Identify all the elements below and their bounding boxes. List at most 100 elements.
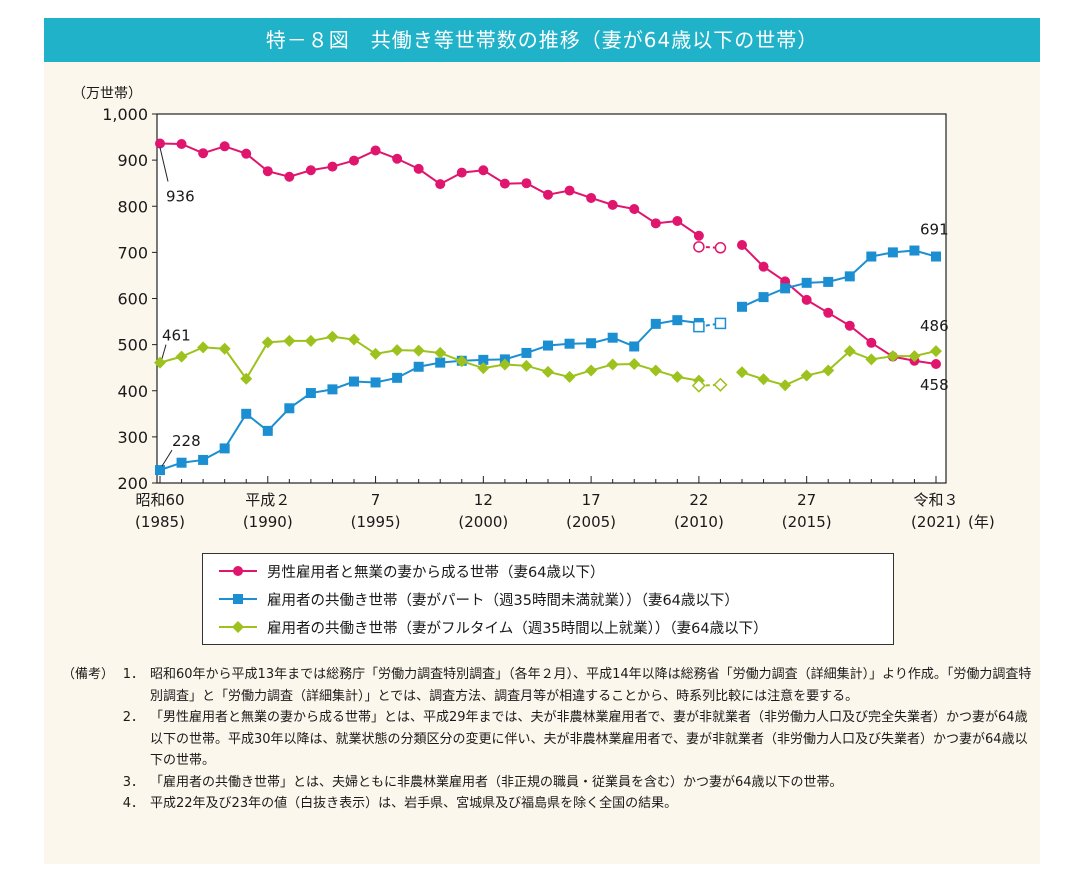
data-point-diamond xyxy=(649,364,662,377)
data-point-square xyxy=(758,292,769,303)
data-point-diamond xyxy=(606,358,619,371)
legend-item-dual-income-full-time: 雇用者の共働き世帯（妻がフルタイム（週35時間以上就業））（妻64歳以下） xyxy=(217,614,768,640)
series-line xyxy=(154,330,942,393)
data-point-diamond xyxy=(886,350,899,363)
note-number: 4． xyxy=(122,796,144,811)
y-tick-label: 300 xyxy=(117,428,148,447)
data-point-diamond xyxy=(434,346,447,359)
data-point-circle xyxy=(413,163,424,174)
series-segment xyxy=(741,244,937,365)
data-point-square xyxy=(478,354,489,365)
data-point-diamond xyxy=(283,334,296,347)
x-tick-label: 平成２ xyxy=(245,491,290,509)
data-point-square xyxy=(349,376,359,387)
legend-item-dual-income-part-time: 雇用者の共働き世帯（妻がパート（週35時間未満就業））（妻64歳以下） xyxy=(217,586,739,612)
data-point-diamond xyxy=(822,364,835,377)
line-chart: （万世帯） 200 300 400 500 600 700 800 900 1,000 昭和60… xyxy=(72,86,995,531)
data-point-diamond xyxy=(520,359,533,372)
x-tick-label: (1990) xyxy=(243,513,293,531)
data-point-square xyxy=(198,454,209,465)
data-label: 461 xyxy=(162,327,191,345)
data-point-diamond xyxy=(713,377,728,392)
data-point-square xyxy=(693,320,705,333)
y-axis-unit-label: （万世帯） xyxy=(72,86,142,102)
data-point-circle xyxy=(672,216,683,227)
data-point-square xyxy=(586,338,597,349)
data-point-circle xyxy=(693,241,705,253)
note-row: （備考） 1． 昭和60年から平成13年までは総務庁「労働力調査特別調査」（各年… xyxy=(62,664,1032,707)
x-tick-label: (1985) xyxy=(135,513,185,531)
data-point-circle xyxy=(435,179,446,190)
data-point-circle xyxy=(521,178,532,189)
series-segment xyxy=(741,249,937,308)
data-label: 458 xyxy=(920,376,949,394)
data-point-circle xyxy=(219,141,230,152)
data-point-square xyxy=(737,301,747,312)
data-point-diamond xyxy=(843,345,856,358)
x-tick-label: 令和３ xyxy=(913,491,958,509)
x-tick-label: 27 xyxy=(797,491,816,509)
data-point-circle xyxy=(931,358,941,369)
data-point-diamond xyxy=(800,369,813,382)
note-row: 3． 「雇用者の共働き世帯」とは、夫婦ともに非農林業雇用者（非正規の職員・従業員… xyxy=(62,772,1032,794)
x-tick-label: (2010) xyxy=(674,513,724,531)
data-point-diamond xyxy=(326,330,339,343)
data-label: 228 xyxy=(172,432,201,450)
data-point-square xyxy=(241,408,252,419)
note-text: 昭和60年から平成13年までは総務庁「労働力調査特別調査」（各年２月）、平成14… xyxy=(150,667,1032,704)
data-point-square xyxy=(780,283,791,294)
data-point-diamond xyxy=(197,341,210,354)
x-tick-label: 7 xyxy=(371,491,381,509)
x-tick-label: 12 xyxy=(474,491,493,509)
data-label: 486 xyxy=(920,317,949,335)
leader-line xyxy=(161,449,173,467)
circle-marker-icon xyxy=(219,566,257,576)
data-point-diamond xyxy=(908,350,921,363)
data-point-diamond xyxy=(391,344,404,357)
data-point-square xyxy=(672,315,683,326)
y-tick-label: 500 xyxy=(117,336,148,355)
x-tick-label: 22 xyxy=(689,491,708,509)
note-text: 「男性雇用者と無業の妻から成る世帯」とは、平成29年までは、夫が非農林業雇用者で… xyxy=(150,710,1028,768)
data-point-diamond xyxy=(691,378,706,393)
note-row: 2． 「男性雇用者と無業の妻から成る世帯」とは、平成29年までは、夫が非農林業雇… xyxy=(62,707,1032,772)
data-point-diamond xyxy=(736,366,748,379)
data-point-square xyxy=(327,384,338,395)
data-point-circle xyxy=(305,165,316,176)
note-number: 2． xyxy=(122,710,144,725)
data-point-diamond xyxy=(779,379,792,392)
data-point-circle xyxy=(176,138,187,149)
data-point-circle xyxy=(499,178,510,189)
data-point-circle xyxy=(650,218,661,229)
data-point-circle xyxy=(543,189,553,200)
data-point-square xyxy=(909,245,920,256)
data-point-diamond xyxy=(585,364,598,377)
data-point-square xyxy=(866,251,877,262)
data-point-circle xyxy=(198,148,209,159)
data-point-diamond xyxy=(542,365,554,378)
x-tick-label: (2000) xyxy=(458,513,508,531)
data-point-circle xyxy=(478,165,489,176)
square-marker-icon xyxy=(219,594,257,604)
data-point-square xyxy=(155,465,165,476)
data-point-diamond xyxy=(477,362,490,375)
legend-label: 男性雇用者と無業の妻から成る世帯（妻64歳以下） xyxy=(267,564,605,581)
y-tick-label: 700 xyxy=(117,243,148,262)
data-point-circle xyxy=(370,145,381,156)
data-point-circle xyxy=(327,161,338,172)
data-point-diamond xyxy=(240,372,253,385)
data-point-circle xyxy=(737,239,747,250)
data-point-square xyxy=(370,377,381,388)
data-point-square xyxy=(714,317,727,330)
data-point-circle xyxy=(629,204,640,215)
data-point-square xyxy=(435,357,446,368)
data-point-square xyxy=(931,251,941,262)
data-point-square xyxy=(844,271,855,282)
data-point-square xyxy=(219,443,230,454)
data-point-square xyxy=(564,338,575,349)
leader-line xyxy=(159,147,169,182)
data-point-square xyxy=(413,361,424,372)
data-point-square xyxy=(305,388,316,399)
data-point-square xyxy=(607,332,618,343)
data-point-square xyxy=(176,457,187,468)
